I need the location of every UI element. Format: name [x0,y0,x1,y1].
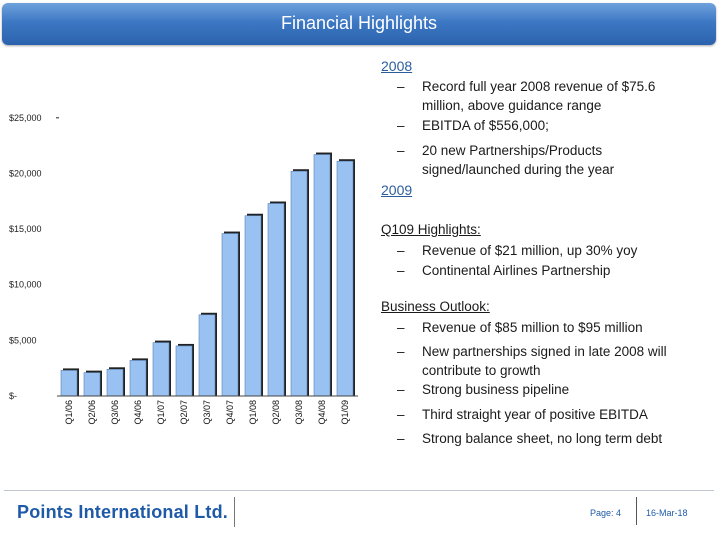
bullet-q109-revenue: – Revenue of $21 million, up 30% yoy [397,242,637,259]
bullet-2008-revenue-cont: million, above guidance range [422,98,602,113]
page-separator [636,497,637,525]
bullet-text: Revenue of $21 million, up 30% yoy [422,243,638,258]
x-tick-label: Q1/07 [156,400,166,425]
x-tick-label: Q4/06 [133,400,143,425]
bullet-dash: – [397,320,405,335]
outlook-heading: Business Outlook: [381,299,490,314]
bullet-dash: – [397,431,405,446]
x-tick-label: Q1/08 [248,400,258,425]
revenue-bar-chart: $- $5,000 $10,000 $15,000 $20,000 $25,000 Q1/0… [9,113,358,425]
year-2009-heading: 2009 [381,182,413,198]
bar [336,160,354,397]
company-logo: Points International Ltd. [17,502,228,522]
y-tick-label: $20,000 [9,168,42,178]
bar [60,370,78,397]
bullet-dash: – [397,263,405,278]
bullet-2008-partnerships-cont: signed/launched during the year [422,162,615,177]
bar [106,368,124,397]
x-tick-label: Q3/08 [294,400,304,425]
bullet-dash: – [397,79,405,94]
bullet-q109-continental: – Continental Airlines Partnership [397,262,610,279]
page-number: Page: 4 [590,508,622,518]
x-tick-label: Q4/08 [317,400,327,425]
bar [313,154,331,397]
bullet-dash: – [397,407,405,422]
bullet-outlook-partnerships-cont: contribute to growth [422,363,541,378]
bar [152,342,170,397]
x-tick-label: Q1/09 [340,400,350,425]
bullet-outlook-balance-sheet: – Strong balance sheet, no long term debt [397,430,662,447]
q109-heading: Q109 Highlights: [381,222,481,237]
year-2008-heading: 2008 [381,58,413,74]
bullet-dash: – [397,382,405,397]
bullet-text: Third straight year of positive EBITDA [422,407,648,422]
bullet-text: EBITDA of $556,000; [422,118,549,133]
bullet-text: New partnerships signed in late 2008 wil… [422,344,667,359]
bullet-dash: – [397,143,405,158]
y-tick-label: $25,000 [9,113,42,123]
footer-divider [4,490,714,491]
bullet-text: Continental Airlines Partnership [422,263,611,278]
bar [129,360,147,397]
x-tick-label: Q3/07 [202,400,212,425]
bar [83,372,101,397]
bullet-2008-ebitda: – EBITDA of $556,000; [397,117,549,134]
bar [198,314,216,397]
bullet-dash: – [397,243,405,258]
y-tick-label: $- [9,391,17,401]
bar [175,345,193,397]
bullet-dash: – [397,344,405,359]
page-title: Financial Highlights [280,13,438,33]
bullet-text: Revenue of $85 million to $95 million [422,320,643,335]
bullet-outlook-ebitda: – Third straight year of positive EBITDA [397,406,648,423]
bar [290,170,308,397]
x-tick-label: Q2/08 [271,400,281,425]
title-bar: Financial Highlights [2,3,716,45]
x-tick-label: Q1/06 [64,400,74,425]
bullet-text: 20 new Partnerships/Products [422,143,603,158]
x-tick-label: Q3/06 [110,400,120,425]
bar [267,203,285,397]
bullet-outlook-pipeline: – Strong business pipeline [397,381,569,398]
bullet-text: Strong balance sheet, no long term debt [422,431,663,446]
bar [221,233,239,397]
bullet-dash: – [397,118,405,133]
bullet-2008-partnerships: – 20 new Partnerships/Products [397,142,602,159]
logo-separator [234,497,235,527]
y-tick-label: $5,000 [9,335,37,345]
x-tick-label: Q4/07 [225,400,235,425]
y-tick-label: $15,000 [9,224,42,234]
bullet-outlook-partnerships: – New partnerships signed in late 2008 wi… [397,343,667,360]
bullet-text: Strong business pipeline [422,382,570,397]
bullet-outlook-revenue: – Revenue of $85 million to $95 million [397,319,643,336]
footer-date: 16-Mar-18 [646,508,688,518]
x-tick-label: Q2/06 [87,400,97,425]
bar [244,215,262,397]
y-tick-label: $10,000 [9,280,42,290]
bullet-text: Record full year 2008 revenue of $75.6 [422,79,656,94]
x-tick-label: Q2/07 [179,400,189,425]
bullet-2008-revenue: – Record full year 2008 revenue of $75.6 [397,78,655,95]
